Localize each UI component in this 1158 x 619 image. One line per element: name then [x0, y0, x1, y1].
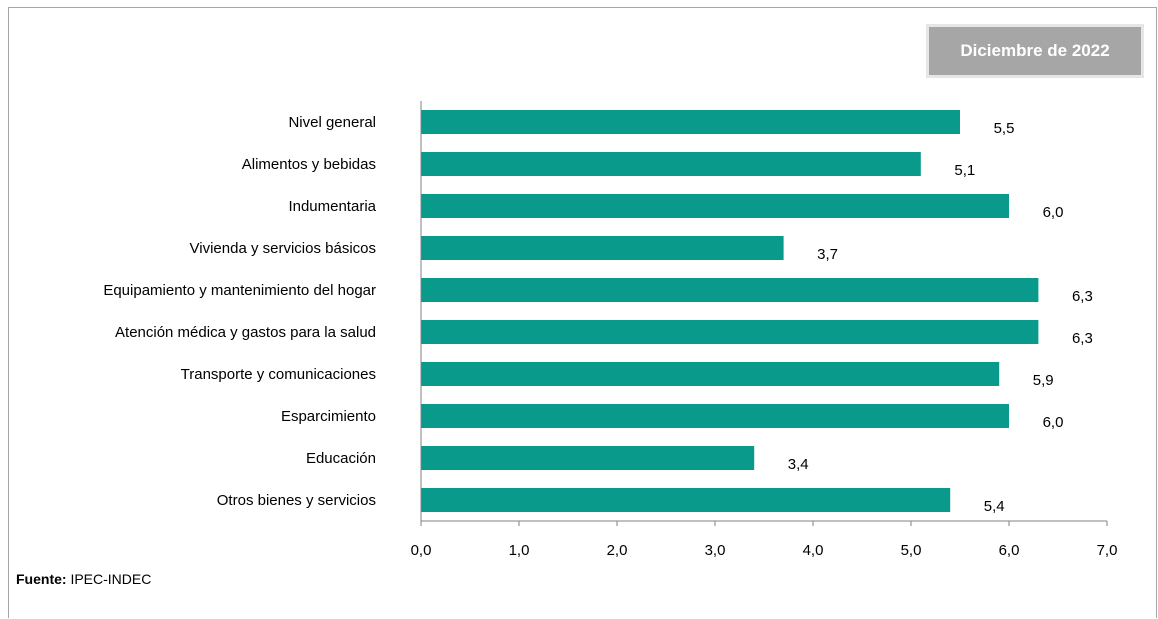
bar: [421, 194, 1009, 218]
category-label: Educación: [306, 450, 376, 467]
bar: [421, 152, 921, 176]
axes: 0,0 1,0 2,0 3,0 4,0 5,0 6,0 7,0: [411, 101, 1118, 559]
value-labels: 5,5 5,1 6,0 3,7 6,3 6,3 5,9 6,0 3,4 5,4: [788, 120, 1093, 515]
bar: [421, 404, 1009, 428]
data-label: 6,3: [1072, 288, 1093, 305]
data-label: 6,3: [1072, 330, 1093, 347]
period-badge: Diciembre de 2022: [926, 24, 1144, 78]
source-value: IPEC-INDEC: [70, 571, 152, 587]
x-tick-label: 0,0: [411, 542, 432, 559]
source-note: Fuente: IPEC-INDEC: [16, 571, 151, 587]
x-tick-label: 3,0: [705, 542, 726, 559]
bar: [421, 110, 960, 134]
x-tick-label: 2,0: [607, 542, 628, 559]
bar: [421, 320, 1039, 344]
data-label: 6,0: [1043, 204, 1064, 221]
x-tick-label: 1,0: [509, 542, 530, 559]
x-tick-label: 4,0: [803, 542, 824, 559]
data-label: 3,4: [788, 456, 809, 473]
category-label: Atención médica y gastos para la salud: [115, 324, 376, 341]
chart-frame: [8, 7, 1157, 618]
category-labels: Nivel general Alimentos y bebidas Indument…: [103, 114, 376, 509]
data-label: 5,4: [984, 498, 1005, 515]
category-label: Esparcimiento: [281, 408, 376, 425]
data-label: 5,1: [954, 162, 975, 179]
data-label: 5,9: [1033, 372, 1054, 389]
source-label: Fuente:: [16, 571, 67, 587]
data-label: 6,0: [1043, 414, 1064, 431]
bar: [421, 278, 1039, 302]
data-label: 5,5: [994, 120, 1015, 137]
category-label: Nivel general: [288, 114, 376, 131]
category-label: Equipamiento y mantenimiento del hogar: [103, 282, 376, 299]
category-label: Alimentos y bebidas: [242, 156, 376, 173]
category-label: Otros bienes y servicios: [217, 492, 376, 509]
category-label: Vivienda y servicios básicos: [190, 240, 376, 257]
bar: [421, 488, 951, 512]
data-label: 3,7: [817, 246, 838, 263]
bars-group: [421, 110, 1039, 512]
bar: [421, 236, 784, 260]
x-tick-label: 5,0: [901, 542, 922, 559]
bar: [421, 446, 755, 470]
x-tick-label: 7,0: [1097, 542, 1118, 559]
x-tick-label: 6,0: [999, 542, 1020, 559]
category-label: Transporte y comunicaciones: [181, 366, 376, 383]
bar: [421, 362, 1000, 386]
category-label: Indumentaria: [288, 198, 376, 215]
